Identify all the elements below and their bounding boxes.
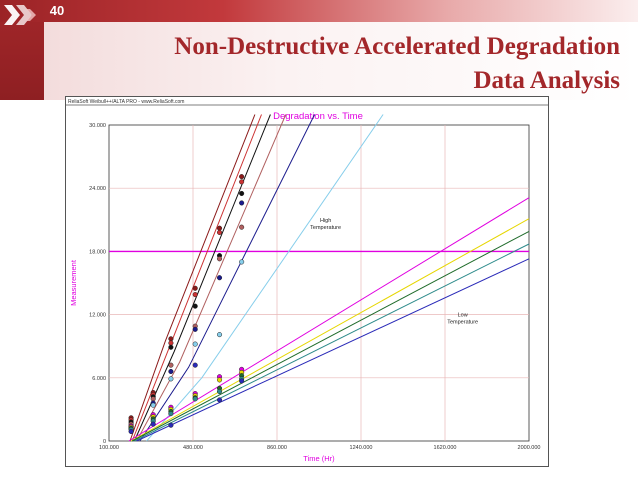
data-point [216,275,223,281]
data-point [168,368,174,375]
x-tick-label: 100.000 [99,445,119,451]
page-number: 40 [49,3,65,18]
slide-title: Non-Destructive Accelerated Degradation … [80,30,620,98]
data-point [192,303,198,309]
data-point [216,332,223,338]
annotation-label: High Temperature [310,218,341,231]
data-point [128,428,134,435]
series-line-high [133,114,271,442]
y-tick-label: 24.000 [89,186,106,192]
y-tick-label: 12.000 [89,313,106,319]
chevron-logo-icon [4,5,36,25]
slide-title-line-2: Data Analysis [473,67,620,94]
data-point [168,376,174,382]
series-line-high [139,114,316,442]
series-line-low [134,243,530,442]
series-line-low [131,230,530,442]
degradation-chart: ReliaSoft Weibull++/ALTA PRO - www.Relia… [65,96,549,467]
chart-title: Degradation vs. Time [273,111,363,122]
data-point [239,200,245,206]
x-tick-label: 860.000 [267,445,287,451]
annotation-label: Low Temperature [447,313,478,326]
x-axis-label: Time (Hr) [303,454,335,463]
series-line-low [136,258,530,442]
data-point [192,396,198,402]
data-point [150,402,156,408]
data-point [168,344,174,350]
data-point [168,340,174,346]
data-point [216,388,223,395]
slide-title-line-1: Non-Destructive Accelerated Degradation [174,33,620,60]
data-point [168,362,174,368]
data-point [150,421,156,427]
data-point [239,259,245,265]
x-tick-label: 1620.000 [434,445,457,451]
data-point [239,190,245,197]
data-point [168,411,174,417]
software-caption: ReliaSoft Weibull++/ALTA PRO - www.Relia… [68,99,184,105]
data-point [239,224,245,230]
x-tick-label: 2000.000 [518,445,541,451]
data-point [216,225,223,231]
data-point [216,229,223,235]
data-point [239,378,245,384]
data-point [216,256,223,262]
header-bar [0,0,638,22]
data-point [150,396,156,402]
data-point [192,285,198,291]
y-axis-label: Measurement [69,259,78,306]
chart-svg: ReliaSoft Weibull++/ALTA PRO - www.Relia… [66,99,548,463]
data-point [192,292,198,298]
data-point [168,336,174,342]
x-tick-label: 1240.000 [350,445,373,451]
data-point [239,174,245,180]
data-point [239,179,245,185]
data-point [216,377,223,383]
y-tick-label: 18.000 [89,249,106,255]
y-tick-label: 6.000 [92,376,106,382]
y-tick-label: 30.000 [89,123,106,129]
data-point [192,362,198,368]
data-point [168,422,174,428]
x-tick-label: 480.000 [183,445,203,451]
series-line-high [136,114,287,442]
series-line-high [146,114,384,442]
y-tick-label: 0 [103,439,106,445]
data-point [192,341,198,347]
series-line-low [130,218,530,442]
series-line-high [129,114,256,442]
plot-area [108,124,530,442]
slide-header: 40 Non-Destructive Accelerated Degradati… [0,0,638,100]
data-point [216,397,223,403]
header-fade [44,22,638,100]
data-point [192,326,198,332]
